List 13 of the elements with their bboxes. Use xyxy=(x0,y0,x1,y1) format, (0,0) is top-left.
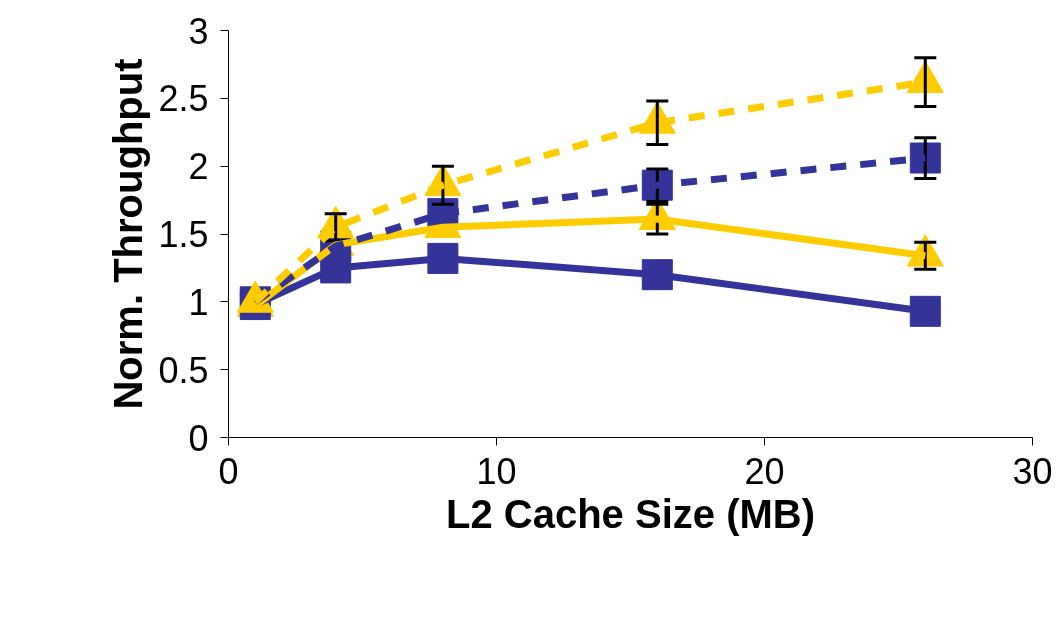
x-tick-label: 20 xyxy=(744,450,785,492)
x-axis-title: L2 Cache Size (MB) xyxy=(446,491,815,536)
x-tick-label: 10 xyxy=(476,450,517,492)
y-tick-label: 3 xyxy=(188,10,209,52)
y-tick-label: 1.5 xyxy=(158,214,209,255)
y-tick-label: 2.5 xyxy=(158,78,209,120)
y-axis-title: Norm. Throughput xyxy=(106,58,151,410)
y-tick-label: 2 xyxy=(188,146,209,188)
y-tick-label: 0 xyxy=(188,417,209,459)
y-tick-label: 0.5 xyxy=(158,349,209,391)
x-tick-label: 0 xyxy=(218,450,239,492)
x-tick-label: 30 xyxy=(1012,450,1053,492)
y-tick-label: 1 xyxy=(188,281,209,323)
